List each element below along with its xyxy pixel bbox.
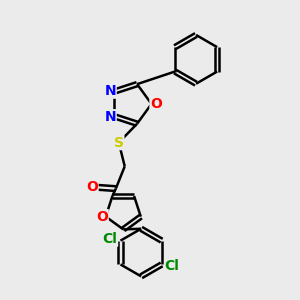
Text: Cl: Cl (165, 259, 179, 273)
Text: O: O (150, 97, 162, 111)
Text: N: N (104, 84, 116, 98)
Text: N: N (104, 110, 116, 124)
Text: O: O (96, 210, 108, 224)
Text: Cl: Cl (103, 232, 118, 246)
Text: S: S (114, 136, 124, 150)
Text: O: O (86, 180, 98, 194)
